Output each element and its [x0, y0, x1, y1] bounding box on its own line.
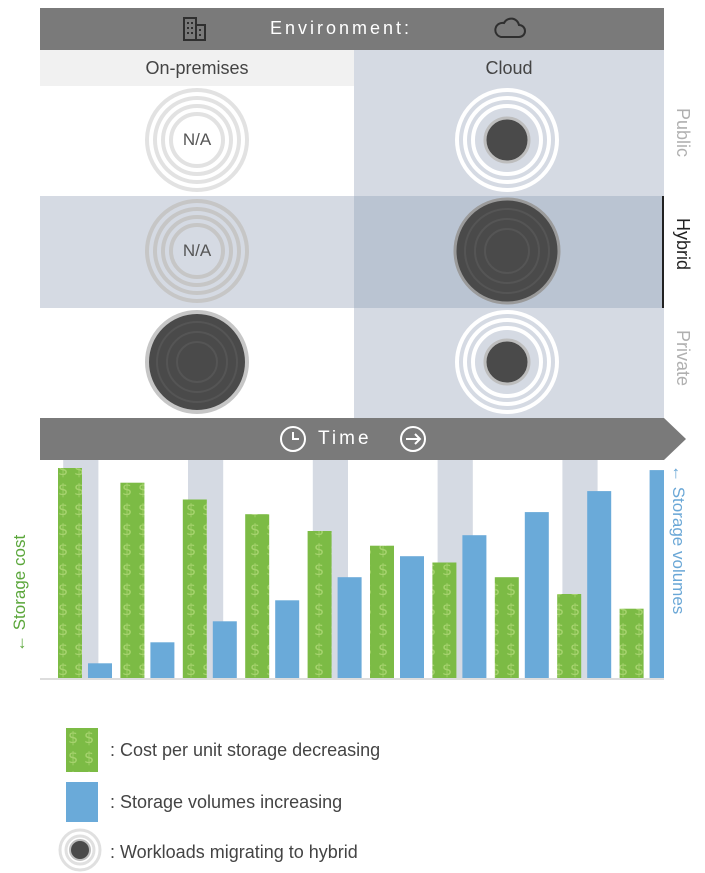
row-label-public: Public	[673, 108, 693, 158]
bar-cost-5	[370, 545, 394, 678]
clock-icon	[280, 426, 306, 452]
bar-cost-4	[307, 531, 332, 678]
legend-swatch-volume	[66, 782, 98, 822]
cloud-public-rings	[455, 88, 559, 192]
storage-chart: $	[40, 460, 664, 680]
bar-volume-9	[649, 470, 664, 678]
environment-header: Environment:	[40, 8, 664, 50]
axis-label-storage-volumes: ← Storage volumes	[669, 465, 688, 615]
environment-title: Environment:	[270, 18, 413, 38]
row-indicator-hybrid	[662, 196, 664, 308]
column-header-cloud: Cloud	[354, 50, 664, 86]
bar-volume-1	[150, 642, 175, 678]
bar-volume-2	[212, 621, 237, 678]
bar-volume-4	[337, 577, 362, 678]
building-icon	[183, 17, 206, 41]
column-header-onprem: On-premises	[40, 50, 354, 86]
bar-volume-7	[524, 512, 549, 678]
bar-cost-9	[619, 608, 644, 678]
bar-volume-8	[587, 491, 612, 678]
bar-cost-3	[245, 514, 270, 678]
legend-swatch-cost	[66, 728, 98, 772]
cell-onprem-hybrid	[40, 196, 354, 308]
onprem-private-disc	[145, 310, 249, 414]
axis-label-storage-cost: ← Storage cost	[10, 534, 29, 652]
cloud-private-rings	[455, 310, 559, 414]
arrow-right-circle-icon	[400, 426, 426, 452]
legend-volume: : Storage volumes increasing	[110, 792, 343, 812]
time-arrow	[40, 418, 686, 460]
bar-volume-5	[400, 556, 424, 678]
onprem-public-na: N/A	[182, 130, 212, 149]
bar-cost-1	[120, 482, 145, 678]
legend-workload: : Workloads migrating to hybrid	[110, 842, 358, 862]
bar-volume-6	[462, 535, 487, 678]
bar-volume-0	[88, 663, 112, 678]
workload-matrix	[145, 88, 561, 414]
onprem-hybrid-rings	[145, 199, 249, 303]
legend-swatch-workload	[58, 828, 102, 872]
bar-cost-7	[494, 577, 519, 678]
onprem-hybrid-na: N/A	[182, 241, 212, 260]
legend-cost: : Cost per unit storage decreasing	[110, 740, 381, 760]
cloud-icon	[494, 17, 526, 38]
bar-cost-0	[58, 468, 82, 678]
bar-cost-8	[557, 594, 582, 678]
bar-cost-2	[182, 499, 207, 678]
bar-cost-6	[432, 562, 457, 678]
cloud-hybrid-disc	[453, 197, 561, 305]
row-label-hybrid: Hybrid	[673, 218, 693, 271]
row-label-private: Private	[673, 330, 693, 387]
onprem-public-rings	[145, 88, 249, 192]
chart-bars	[58, 468, 664, 678]
bar-volume-3	[275, 600, 300, 678]
time-label: Time	[318, 428, 372, 449]
